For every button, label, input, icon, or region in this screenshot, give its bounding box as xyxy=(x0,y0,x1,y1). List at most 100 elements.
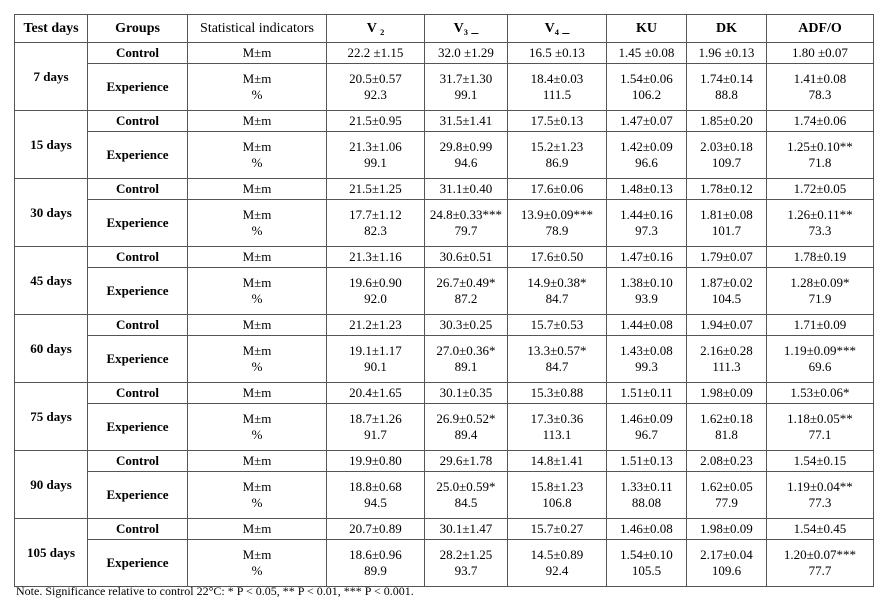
percent: 79.7 xyxy=(454,223,478,238)
percent: 73.3 xyxy=(808,223,832,238)
group-cell: Control xyxy=(87,178,188,200)
value-cell: 1.78±0.19 xyxy=(766,246,874,268)
note: Note. Significance relative to control 2… xyxy=(16,584,414,598)
value-cell: 30.1±0.35 xyxy=(424,382,508,404)
value: 15.8±1.23 xyxy=(530,479,584,494)
value: 13.3±0.57* xyxy=(527,343,587,358)
percent: 91.7 xyxy=(364,427,387,442)
indicator-cell: M±m xyxy=(187,314,327,336)
percent: 77.1 xyxy=(808,427,832,442)
value-cell: 17.7±1.12 82.3 xyxy=(326,199,425,247)
value-cell: 27.0±0.36* 89.1 xyxy=(424,335,508,383)
value: 18.6±0.96 xyxy=(349,547,402,562)
percent: 78.3 xyxy=(808,87,832,102)
value-cell: 17.5±0.13 xyxy=(507,110,607,132)
percent: 69.6 xyxy=(808,359,832,374)
value-cell: 30.3±0.25 xyxy=(424,314,508,336)
value-cell: 15.7±0.53 xyxy=(507,314,607,336)
value-cell: 1.78±0.12 xyxy=(686,178,767,200)
value-cell: 1.54±0.45 xyxy=(766,518,874,540)
percent: 105.5 xyxy=(631,563,662,578)
control-row: 15 days Control M±m 21.5±0.95 31.5±1.41 17.5±… xyxy=(14,110,874,179)
percent: 96.7 xyxy=(635,427,658,442)
indicator: % xyxy=(251,87,263,102)
value-cell: 1.54±0.06 106.2 xyxy=(606,63,687,111)
header-cell: Groups xyxy=(87,14,188,43)
value-cell: 18.8±0.68 94.5 xyxy=(326,471,425,519)
indicator-cell: M±m% xyxy=(187,335,327,383)
percent: 88.08 xyxy=(631,495,662,510)
indicator: M±m xyxy=(242,275,272,290)
experience-row: Experience M±m% 19.1±1.17 90.1 27.0±0.36* 89.… xyxy=(15,335,874,383)
value-cell: 1.38±0.10 93.9 xyxy=(606,267,687,315)
value-cell: 1.19±0.09*** 69.6 xyxy=(766,335,874,383)
value-cell: 25.0±0.59* 84.5 xyxy=(424,471,508,519)
value: 19.6±0.90 xyxy=(349,275,402,290)
value-cell: 1.41±0.08 78.3 xyxy=(766,63,874,111)
indicator: % xyxy=(251,223,263,238)
indicator: % xyxy=(251,495,263,510)
control-row: 30 days Control M±m 21.5±1.25 31.1±0.40 17.6±… xyxy=(14,178,874,247)
value: 19.1±1.17 xyxy=(349,343,402,358)
value: 18.7±1.26 xyxy=(349,411,402,426)
value-cell: 1.51±0.11 xyxy=(606,382,687,404)
experience-row: Experience M±m% 18.8±0.68 94.5 25.0±0.59* 84.… xyxy=(15,471,874,519)
value: 1.28±0.09* xyxy=(790,275,850,290)
percent: 109.7 xyxy=(711,155,742,170)
value: 1.19±0.09*** xyxy=(783,343,857,358)
header-cell: ADF/O xyxy=(766,14,874,43)
group-cell: Experience xyxy=(87,131,188,179)
percent: 88.8 xyxy=(715,87,738,102)
control-row: 45 days Control M±m 21.3±1.16 30.6±0.51 17.6±… xyxy=(14,246,874,315)
percent: 92.4 xyxy=(545,563,569,578)
header-cell: V₃ _ xyxy=(424,14,508,43)
value-cell: 16.5 ±0.13 xyxy=(507,42,607,64)
indicator: % xyxy=(251,155,263,170)
value-cell: 1.94±0.07 xyxy=(686,314,767,336)
percent: 71.9 xyxy=(808,291,832,306)
value: 28.2±1.25 xyxy=(439,547,493,562)
value: 1.43±0.08 xyxy=(620,343,673,358)
group-cell: Control xyxy=(87,450,188,472)
percent: 89.1 xyxy=(454,359,478,374)
indicator-cell: M±m xyxy=(187,518,327,540)
experience-row: Experience M±m% 17.7±1.12 82.3 24.8±0.33*** 7… xyxy=(15,199,874,247)
indicator-cell: M±m% xyxy=(187,131,327,179)
value-cell: 1.96 ±0.13 xyxy=(686,42,767,64)
indicator-cell: M±m% xyxy=(187,539,327,587)
value: 26.9±0.52* xyxy=(436,411,496,426)
value-cell: 1.42±0.09 96.6 xyxy=(606,131,687,179)
value-cell: 31.5±1.41 xyxy=(424,110,508,132)
value: 1.54±0.06 xyxy=(620,71,673,86)
day-cell: 90 days xyxy=(14,450,88,519)
value-cell: 14.5±0.89 92.4 xyxy=(507,539,607,587)
value-cell: 21.3±1.06 99.1 xyxy=(326,131,425,179)
indicator: % xyxy=(251,359,263,374)
value-cell: 21.2±1.23 xyxy=(326,314,425,336)
group-cell: Experience xyxy=(87,63,188,111)
percent: 106.8 xyxy=(542,495,572,510)
day-cell: 105 days xyxy=(14,518,88,587)
day-cell: 60 days xyxy=(14,314,88,383)
indicator: M±m xyxy=(242,479,272,494)
value: 1.62±0.05 xyxy=(700,479,753,494)
value: 1.18±0.05** xyxy=(787,411,853,426)
header-cell: DK xyxy=(686,14,767,43)
value-cell: 1.80 ±0.07 xyxy=(766,42,874,64)
value-cell: 1.98±0.09 xyxy=(686,382,767,404)
day-cell: 15 days xyxy=(14,110,88,179)
group-cell: Experience xyxy=(87,335,188,383)
control-row: 7 days Control M±m 22.2 ±1.15 32.0 ±1.29 16.5… xyxy=(14,42,874,111)
value: 2.16±0.28 xyxy=(700,343,753,358)
value: 1.42±0.09 xyxy=(620,139,673,154)
group-cell: Experience xyxy=(87,403,188,451)
group-cell: Control xyxy=(87,314,188,336)
value-cell: 1.43±0.08 99.3 xyxy=(606,335,687,383)
indicator: M±m xyxy=(242,139,272,154)
value: 1.44±0.16 xyxy=(620,207,673,222)
percent: 90.1 xyxy=(364,359,387,374)
value: 1.41±0.08 xyxy=(793,71,847,86)
percent: 89.4 xyxy=(454,427,478,442)
value-cell: 1.46±0.08 xyxy=(606,518,687,540)
value-cell: 2.08±0.23 xyxy=(686,450,767,472)
